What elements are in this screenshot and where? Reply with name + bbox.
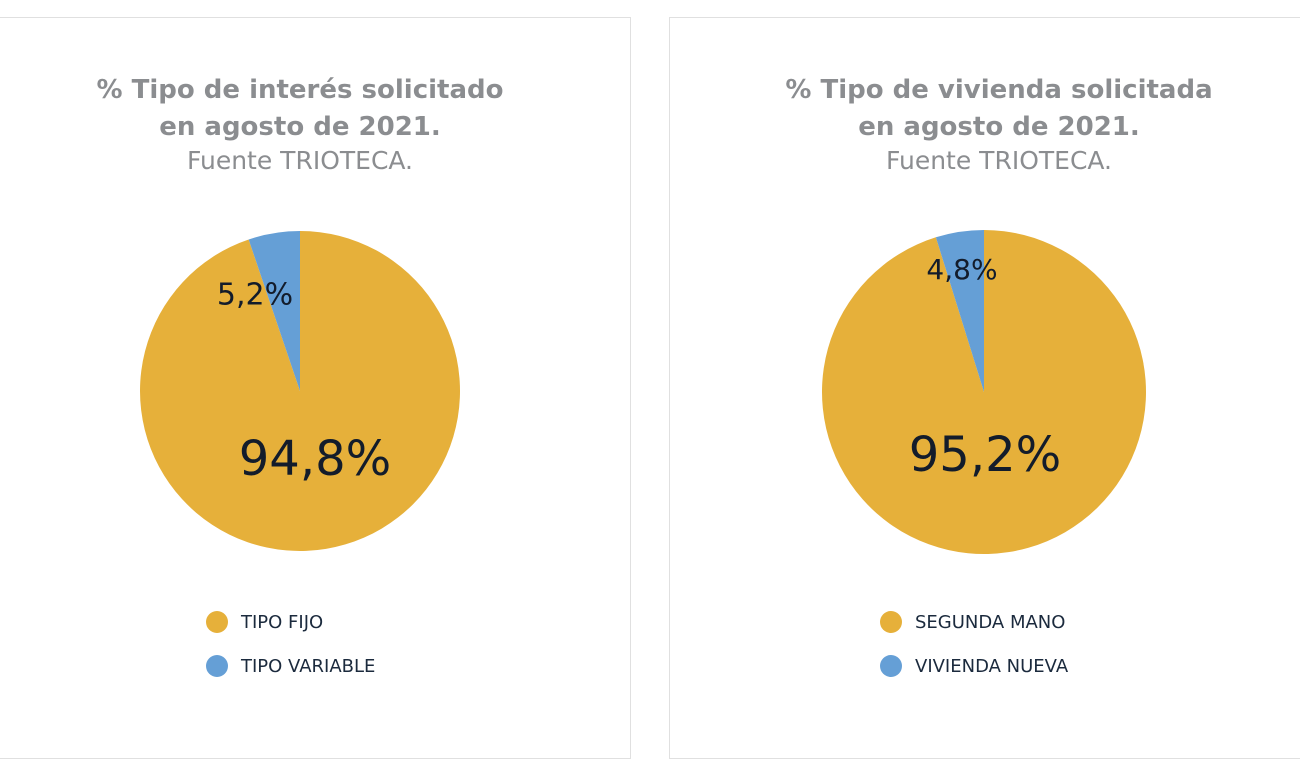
legend-item: TIPO VARIABLE: [206, 655, 375, 677]
legend-item: TIPO FIJO: [206, 611, 323, 633]
legend-label: VIVIENDA NUEVA: [915, 655, 1069, 677]
pie-slice-vivienda-nueva: [935, 230, 984, 392]
legend-label: TIPO FIJO: [241, 611, 324, 633]
chart-subtitle: Fuente TRIOTECA.: [885, 146, 1113, 175]
legend-item: SEGUNDA MANO: [880, 611, 1065, 633]
title-line-1: % Tipo de vivienda solicitada: [785, 75, 1213, 105]
data-label: 95,2%: [909, 427, 1061, 483]
title-line-1: % Tipo de interés solicitado: [96, 75, 504, 105]
title-line-2: en agosto de 2021.: [159, 112, 441, 142]
data-label: 94,8%: [239, 431, 391, 487]
title-line-2: en agosto de 2021.: [858, 112, 1140, 142]
chart-subtitle: Fuente TRIOTECA.: [186, 146, 414, 175]
legend-item: VIVIENDA NUEVA: [880, 655, 1068, 677]
legend-label: SEGUNDA MANO: [915, 611, 1066, 633]
legend-label: TIPO VARIABLE: [241, 655, 376, 677]
legend-dot-icon: [206, 611, 228, 633]
pie-slice-tipo-fijo: [139, 231, 460, 551]
chart-title: % Tipo de vivienda solicitada en agosto d…: [699, 72, 1299, 146]
legend-dot-icon: [206, 655, 228, 677]
legend-dot-icon: [880, 655, 902, 677]
pie-charts: 94,8% 5,2% 95,2% 4,8%: [139, 230, 1146, 554]
data-label: 5,2%: [217, 278, 293, 313]
legend-dot-icon: [880, 611, 902, 633]
data-label: 4,8%: [926, 253, 997, 286]
chart-title: % Tipo de interés solicitado en agosto de…: [0, 72, 600, 146]
pie-slice-tipo-variable: [248, 231, 300, 391]
